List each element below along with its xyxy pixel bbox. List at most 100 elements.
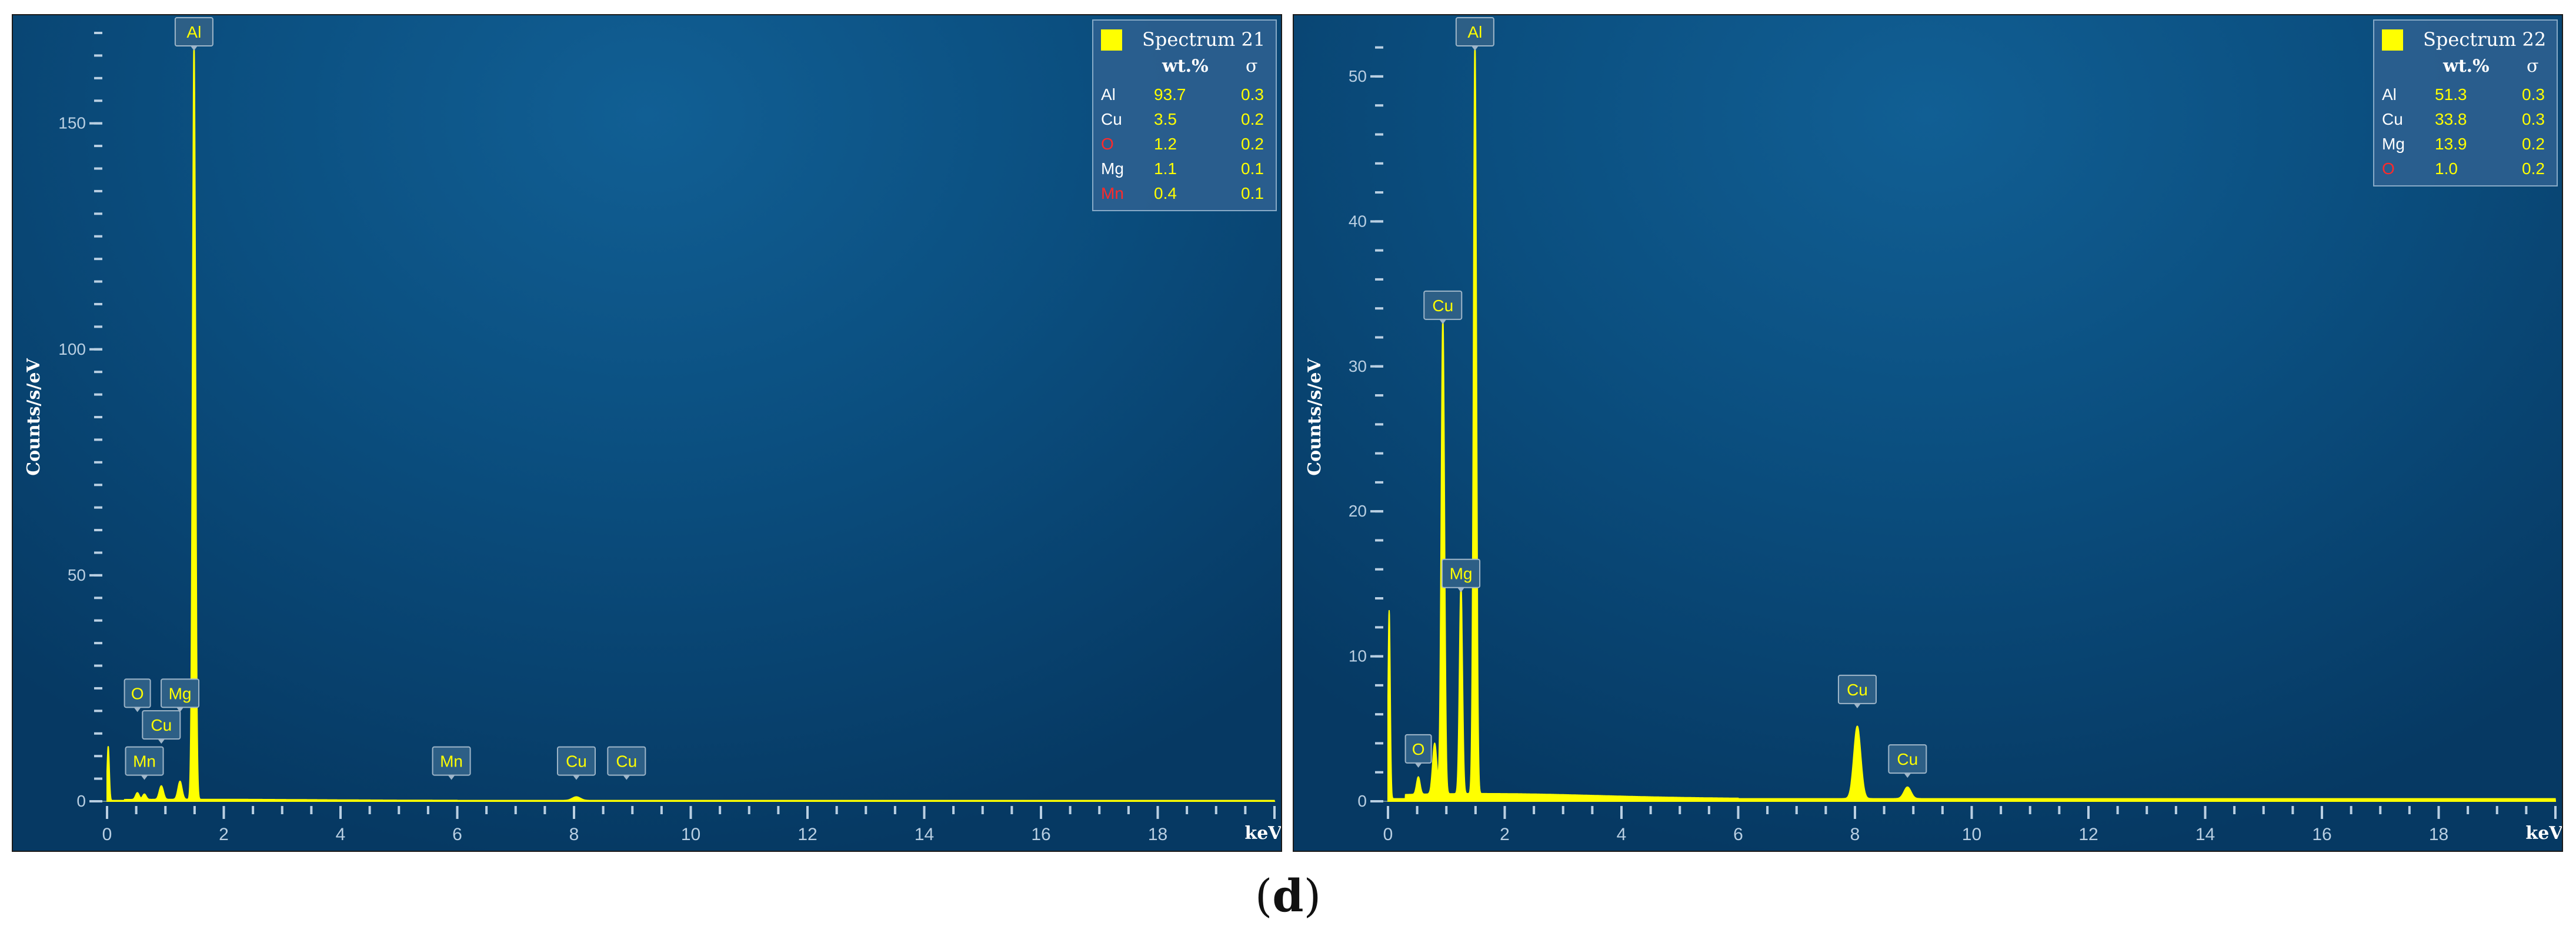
axes: 0 50 100 150 0 2 4 6 8 10 12 14 16 18 bbox=[58, 32, 1276, 844]
element-label-text: Mn bbox=[440, 752, 463, 771]
legend-swatch bbox=[2382, 29, 2403, 51]
element-label-pointer bbox=[190, 46, 198, 51]
y-tick-label: 150 bbox=[58, 114, 86, 132]
table-sigma-value: 0.1 bbox=[1241, 159, 1264, 178]
x-tick-label: 16 bbox=[1031, 825, 1050, 844]
element-label: Cu bbox=[1888, 744, 1927, 778]
element-label-text: Cu bbox=[1847, 681, 1868, 699]
element-label: Cu bbox=[556, 746, 596, 780]
spectrum-22-panel: 0 10 20 30 40 50 0 2 4 6 8 10 12 14 16 18 keV Counts/s/eV… bbox=[1293, 14, 2563, 852]
x-tick-label: 2 bbox=[1500, 825, 1510, 844]
table-wt-value: 93.7 bbox=[1154, 85, 1186, 104]
legend-title: Spectrum 21 bbox=[1142, 28, 1265, 51]
y-tick-label: 50 bbox=[68, 566, 86, 584]
table-background bbox=[1092, 19, 1277, 211]
spectrum-21-panel: 0 50 100 150 0 2 4 6 8 10 12 14 16 18 keV Counts/s/eV Al… bbox=[12, 14, 1282, 852]
element-label-pointer bbox=[448, 775, 455, 780]
y-tick-label: 50 bbox=[1349, 67, 1367, 85]
x-tick-label: 10 bbox=[1962, 825, 1981, 844]
element-label-text: Mg bbox=[1450, 565, 1473, 583]
element-label: Mn bbox=[125, 746, 164, 780]
spectrum-22-chart: 0 10 20 30 40 50 0 2 4 6 8 10 12 14 16 18 keV Counts/s/eV… bbox=[1304, 17, 2562, 844]
element-label: Cu bbox=[1837, 674, 1877, 708]
legend-title: Spectrum 22 bbox=[2423, 28, 2546, 51]
element-label-pointer bbox=[1457, 587, 1465, 592]
table-element: Al bbox=[2382, 85, 2397, 104]
x-tick-label: 16 bbox=[2312, 825, 2331, 844]
table-element: Al bbox=[1101, 85, 1116, 104]
element-label-pointer bbox=[176, 707, 184, 712]
x-tick-label: 4 bbox=[336, 825, 346, 844]
element-label-text: Cu bbox=[151, 716, 172, 734]
element-label-pointer bbox=[1853, 703, 1861, 708]
x-tick-label: 18 bbox=[1148, 825, 1167, 844]
legend-swatch bbox=[1101, 29, 1122, 51]
table-element: Mg bbox=[1101, 159, 1124, 178]
y-tick-label: 100 bbox=[58, 340, 86, 358]
table-wt-value: 1.2 bbox=[1154, 135, 1177, 153]
x-tick-label: 14 bbox=[915, 825, 934, 844]
table-element: Cu bbox=[2382, 110, 2403, 128]
x-tick-label: 14 bbox=[2195, 825, 2215, 844]
spectrum-trace bbox=[1387, 41, 2557, 802]
table-element: O bbox=[1101, 135, 1114, 153]
element-label-pointer bbox=[134, 707, 141, 712]
table-wt-value: 33.8 bbox=[2435, 110, 2467, 128]
element-label: Mn bbox=[432, 746, 471, 780]
element-label: O bbox=[1404, 734, 1432, 768]
element-label-pointer bbox=[572, 775, 580, 780]
element-label-text: Mg bbox=[169, 684, 192, 702]
element-label: Al bbox=[174, 17, 213, 51]
spectrum-trace bbox=[106, 41, 1276, 802]
x-tick-label: 12 bbox=[2078, 825, 2098, 844]
element-label-pointer bbox=[141, 775, 148, 780]
table-header-sigma: σ bbox=[1246, 56, 1257, 76]
x-tick-label: 10 bbox=[681, 825, 700, 844]
x-tick-label: 6 bbox=[1733, 825, 1743, 844]
table-background bbox=[2373, 19, 2558, 186]
element-label-text: O bbox=[131, 684, 144, 702]
element-label-text: O bbox=[1412, 740, 1425, 758]
x-tick-label: 2 bbox=[219, 825, 229, 844]
table-wt-value: 0.4 bbox=[1154, 184, 1177, 202]
element-label-text: Cu bbox=[1432, 297, 1453, 315]
figure-caption: (d) bbox=[0, 870, 2576, 922]
element-label-pointer bbox=[1439, 319, 1447, 324]
table-element: Cu bbox=[1101, 110, 1122, 128]
element-label: Cu bbox=[142, 710, 181, 744]
caption-open: ( bbox=[1254, 870, 1273, 922]
composition-table: Spectrum 22 wt.% σ Al 51.3 0.3 Cu 33.8 0.3 Mg 13.9… bbox=[2373, 19, 2558, 186]
table-sigma-value: 0.1 bbox=[1241, 184, 1264, 202]
element-label-text: Cu bbox=[566, 752, 587, 771]
table-sigma-value: 0.3 bbox=[2522, 85, 2545, 104]
table-element: O bbox=[2382, 159, 2395, 178]
y-tick-label: 0 bbox=[1357, 792, 1367, 810]
element-label: Al bbox=[1455, 17, 1494, 51]
table-sigma-value: 0.3 bbox=[2522, 110, 2545, 128]
composition-table: Spectrum 21 wt.% σ Al 93.7 0.3 Cu 3.5 0.2 O 1.2 0.2… bbox=[1092, 19, 1277, 211]
element-label: Cu bbox=[607, 746, 646, 780]
x-tick-label: 0 bbox=[1383, 825, 1393, 844]
element-label-pointer bbox=[1471, 46, 1479, 51]
table-sigma-value: 0.2 bbox=[2522, 135, 2545, 153]
y-tick-label: 20 bbox=[1349, 502, 1367, 520]
x-tick-label: 12 bbox=[798, 825, 817, 844]
spectrum-21-chart: 0 50 100 150 0 2 4 6 8 10 12 14 16 18 keV Counts/s/eV Al… bbox=[24, 17, 1281, 844]
x-axis-title: keV bbox=[2525, 823, 2562, 844]
element-label: Mg bbox=[1442, 558, 1481, 592]
element-label-text: Mn bbox=[133, 752, 156, 771]
caption-close: ) bbox=[1303, 870, 1322, 922]
y-tick-label: 40 bbox=[1349, 212, 1367, 230]
y-tick-label: 10 bbox=[1349, 647, 1367, 665]
element-label-pointer bbox=[1414, 762, 1422, 768]
table-element: Mn bbox=[1101, 184, 1124, 202]
element-label: Mg bbox=[161, 678, 200, 712]
x-tick-label: 18 bbox=[2429, 825, 2448, 844]
table-wt-value: 1.0 bbox=[2435, 159, 2458, 178]
table-header-wt: wt.% bbox=[2442, 56, 2490, 76]
element-label-text: Cu bbox=[1897, 750, 1918, 768]
x-axis-title: keV bbox=[1244, 823, 1281, 844]
table-element: Mg bbox=[2382, 135, 2405, 153]
x-tick-label: 8 bbox=[1850, 825, 1860, 844]
table-sigma-value: 0.2 bbox=[2522, 159, 2545, 178]
